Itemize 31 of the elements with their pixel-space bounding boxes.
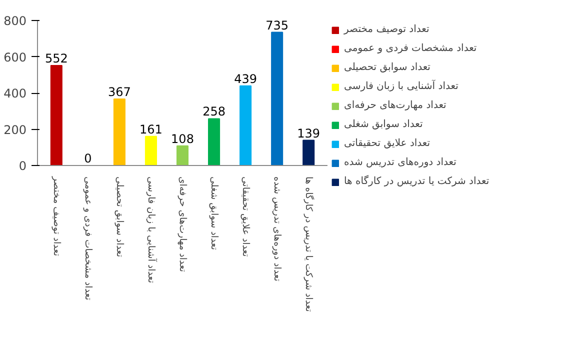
y-tick-label: 600 — [4, 50, 26, 64]
legend-label: تعداد مهارت‌های حرفه‌ای — [344, 100, 446, 111]
legend-label: تعداد علایق تحقیقاتی — [344, 138, 430, 149]
data-label: 439 — [234, 72, 257, 86]
data-label: 108 — [171, 132, 194, 146]
x-tick-label: تعداد شرکت یا تدریس در کارگاه ها — [303, 176, 316, 312]
data-label: 161 — [140, 122, 162, 136]
x-tick-label: تعداد توصیف مختصر — [50, 176, 62, 256]
data-label: 139 — [297, 126, 320, 140]
legend-label: تعداد سوابق تحصیلی — [344, 62, 430, 73]
x-tick-label: تعداد سوابق تحصیلی — [114, 176, 125, 258]
legend-label: تعداد توصیف مختصر — [344, 24, 430, 35]
x-tick-label: تعداد آشنایی با زبان فارسی — [145, 176, 158, 284]
y-tick-label: 800 — [4, 14, 26, 28]
y-tick-label: 0 — [18, 159, 27, 173]
legend-label: تعداد سوابق شغلی — [344, 119, 423, 130]
data-label: 367 — [108, 84, 131, 99]
y-tick-label: 200 — [4, 122, 26, 137]
x-tick-label: تعداد علایق تحقیقاتی — [240, 176, 252, 258]
x-tick-label: تعداد مهارت‌های حرفه‌ای — [177, 176, 188, 272]
data-label: 0 — [84, 152, 92, 166]
data-label: 735 — [266, 18, 289, 32]
x-tick-label: تعداد دوره‌های تدریس شده — [272, 176, 283, 282]
x-tick-label: تعداد مشخصات فردی و عمومی — [82, 176, 94, 301]
legend-label: تعداد دوره‌های تدریس شده — [344, 157, 456, 168]
legend-label: تعداد مشخصات فردی و عمومی — [344, 43, 477, 54]
y-tick-label: 400 — [4, 86, 26, 100]
legend-label: تعداد آشنایی با زبان فارسی — [344, 81, 458, 92]
data-label: 552 — [44, 51, 68, 66]
data-label: 258 — [202, 104, 226, 119]
x-tick-label: تعداد سوابق شغلی — [208, 176, 220, 250]
